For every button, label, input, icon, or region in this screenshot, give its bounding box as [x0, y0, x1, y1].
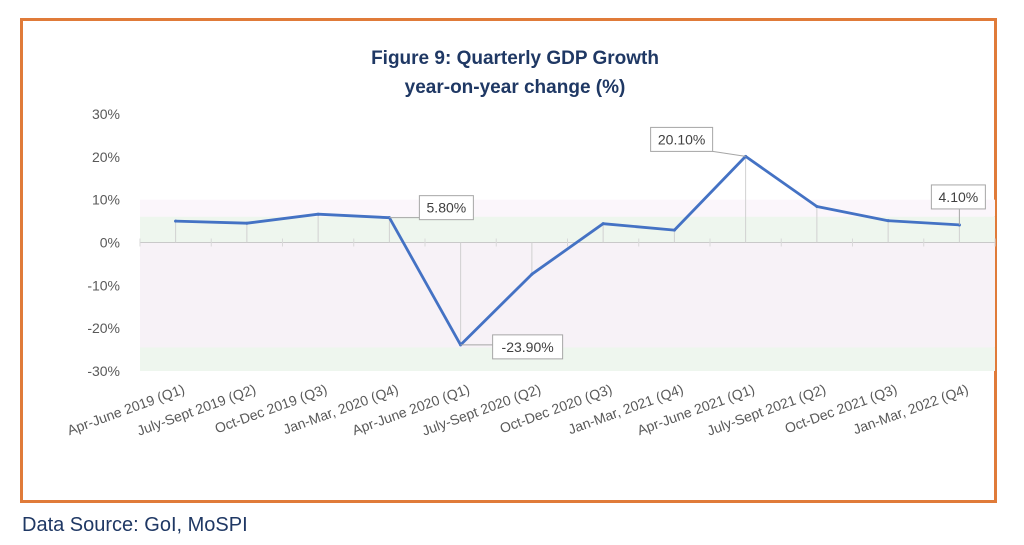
data-label-box	[930, 184, 986, 210]
x-tick-label: Apr-June 2020 (Q1)	[350, 381, 472, 438]
x-tick-label: July-Sept 2021 (Q2)	[705, 381, 828, 439]
y-tick-label: -10%	[87, 277, 120, 293]
gdp-growth-line	[174, 154, 961, 347]
band-negative	[140, 242, 995, 348]
data-label-box	[650, 126, 714, 152]
y-tick-label: 30%	[92, 106, 120, 122]
data-point	[530, 272, 534, 276]
data-label: 20.10%	[658, 131, 705, 147]
data-label: -23.90%	[502, 339, 554, 355]
x-tick-label: July-Sept 2019 (Q2)	[135, 381, 258, 439]
chart-title: Figure 9: Quarterly GDP Growth	[371, 48, 659, 69]
chart-subtitle: year-on-year change (%)	[405, 77, 626, 98]
data-label-box	[418, 195, 474, 221]
x-tick-label: Apr-June 2021 (Q1)	[635, 381, 757, 438]
y-tick-label: 0%	[100, 235, 120, 251]
data-label-box	[492, 334, 564, 360]
data-source-note: Data Source: GoI, MoSPI	[22, 514, 248, 536]
data-point	[601, 222, 605, 226]
y-tick-label: -30%	[87, 363, 120, 379]
data-point	[316, 212, 320, 216]
data-label: 5.80%	[427, 200, 467, 216]
data-point	[672, 228, 676, 232]
data-point	[886, 219, 890, 223]
data-point	[245, 221, 249, 225]
data-label-leader	[712, 150, 746, 157]
data-point	[174, 219, 178, 223]
band-positive	[140, 216, 995, 243]
data-label: 4.10%	[939, 189, 979, 205]
y-tick-label: 10%	[92, 192, 120, 208]
x-tick-label: July-Sept 2020 (Q2)	[420, 381, 543, 439]
data-point	[815, 205, 819, 209]
band-bottom	[140, 347, 995, 371]
y-tick-label: 20%	[92, 149, 120, 165]
x-tick-label: Apr-June 2019 (Q1)	[65, 381, 187, 438]
y-tick-label: -20%	[87, 320, 120, 336]
band-upper-pale	[140, 199, 995, 217]
